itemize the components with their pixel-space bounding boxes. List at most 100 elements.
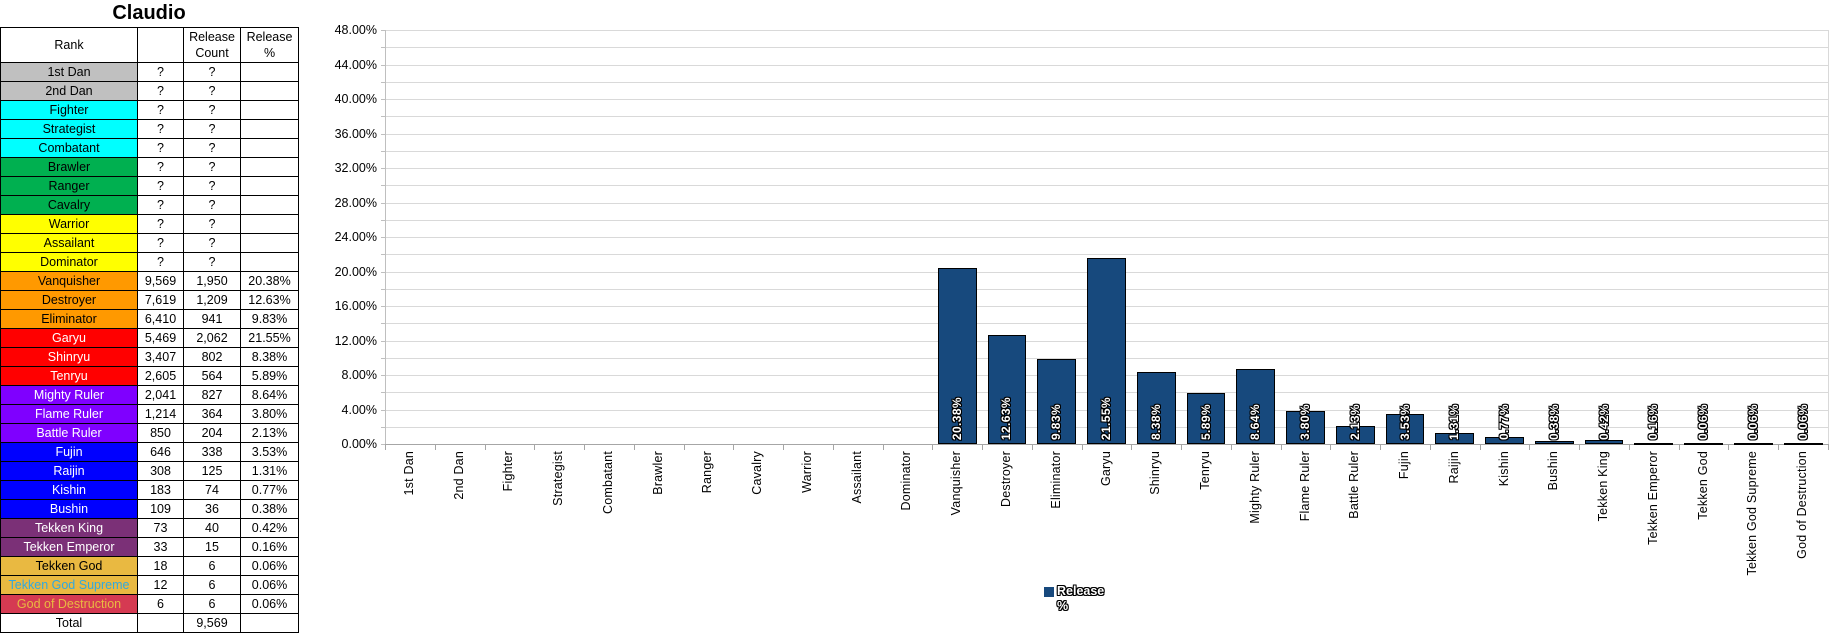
y-axis-tick [381,375,385,376]
cell-total-label[interactable]: Total [0,613,138,633]
cell-rank-tekken-king[interactable]: Tekken King [0,518,138,538]
y-axis-label: 20.00% [334,264,377,279]
cell-rank-assailant[interactable]: Assailant [0,233,138,253]
cell-total-release-pct[interactable] [240,613,299,633]
bar-value-label-eliminator: 9.83% [1049,403,1064,440]
y-axis-tick [381,306,385,307]
cell-count-garyu[interactable]: 5,469 [137,328,184,348]
bar-value-label-tenryu: 5.89% [1198,403,1213,440]
y-axis-tick [381,168,385,169]
x-axis-label-bushin: Bushin [1546,451,1561,491]
cell-rank-fujin[interactable]: Fujin [0,442,138,462]
cell-rank-ranger[interactable]: Ranger [0,176,138,196]
header-count[interactable] [137,27,184,63]
x-axis-label-cavalry: Cavalry [750,451,765,495]
bar-vanquisher [937,268,977,444]
cell-count-shinryu[interactable]: 3,407 [137,347,184,367]
rank-row-tekken-emperor: Tekken Emperor 33 15 0.16% [0,537,299,557]
cell-rank-destroyer[interactable]: Destroyer [0,290,138,310]
x-axis-label-mighty-ruler: Mighty Ruler [1247,451,1262,524]
cell-release-count-tenryu[interactable]: 564 [183,366,241,386]
bar-tekken-king [1584,440,1624,444]
cell-rank-kishin[interactable]: Kishin [0,480,138,500]
cell-release-pct-kishin[interactable]: 0.77% [240,480,299,500]
y-axis-tick [381,47,385,49]
y-gridline [385,150,1828,152]
y-axis-label: 48.00% [334,23,377,37]
y-axis-tick [381,426,385,428]
cell-release-count-tekken-emperor[interactable]: 15 [183,537,241,557]
bar-value-label-god-of-destruction: 0.06% [1795,403,1810,440]
rank-row-shinryu: Shinryu 3,407 802 8.38% [0,347,299,367]
x-axis-line [385,444,1829,445]
cell-count-vanquisher[interactable]: 9,569 [137,271,184,291]
cell-release-count-eliminator[interactable]: 941 [183,309,241,329]
rank-row-eliminator: Eliminator 6,410 941 9.83% [0,309,299,329]
bar-flame-ruler [1286,411,1325,444]
x-axis-tick [434,444,436,450]
bar-value-label-vanquisher: 20.38% [949,396,964,440]
cell-rank-brawler[interactable]: Brawler [0,157,138,177]
legend-marker-icon [1044,587,1054,597]
y-axis-tick [381,150,385,152]
cell-rank-strategist[interactable]: Strategist [0,119,138,139]
x-axis-label-assailant: Assailant [849,451,864,504]
x-axis-label-tekken-god: Tekken God [1695,451,1710,520]
rank-row-brawler: Brawler?? [0,157,299,177]
cell-rank-god-of-destruction[interactable]: God of Destruction [0,594,138,614]
y-gridline [385,219,1828,221]
bar-eliminator [1037,359,1077,444]
cell-release-pct-god-of-destruction[interactable]: 0.06% [240,594,299,614]
y-gridline [385,133,1828,135]
y-axis-tick [381,340,385,342]
cell-rank-vanquisher[interactable]: Vanquisher [0,271,138,291]
cell-rank-flame-ruler[interactable]: Flame Ruler [0,404,138,424]
x-axis-label-1st-dan: 1st Dan [401,451,416,496]
cell-rank-eliminator[interactable]: Eliminator [0,309,138,329]
bar-value-label-tekken-emperor: 0.16% [1646,403,1661,440]
bar-god-of-destruction [1783,443,1823,445]
cell-rank-tekken-god[interactable]: Tekken God [0,556,138,576]
y-gridline [385,30,1828,31]
cell-rank-mighty-ruler[interactable]: Mighty Ruler [0,385,138,405]
rank-row-2nd-dan: 2nd Dan?? [0,81,299,101]
bar-value-label-flame-ruler: 3.80% [1298,403,1313,440]
x-axis-label-2nd-dan: 2nd Dan [451,451,466,500]
cell-count-flame-ruler[interactable]: 1,214 [137,404,184,424]
y-gridline [385,99,1828,100]
bar-raijin [1435,432,1475,444]
bar-bushin [1534,440,1574,444]
table-title: Claudio [112,2,186,24]
y-axis-tick [381,444,385,445]
y-axis-label: 40.00% [334,92,377,106]
rank-row-battle-ruler: Battle Ruler 850 204 2.13% [0,423,299,443]
bar-tekken-god [1684,443,1723,445]
cell-release-count-garyu[interactable]: 2,062 [183,328,241,348]
x-axis-tick [484,444,486,450]
y-axis-tick [381,254,385,256]
cell-rank-1st-dan[interactable]: 1st Dan [0,62,138,82]
cell-rank-dominator[interactable]: Dominator [0,252,138,272]
total-row: Total 9,569 [0,613,299,633]
bar-kishin [1485,437,1524,444]
cell-release-pct-destroyer[interactable]: 12.63% [240,290,299,310]
cell-release-pct-tenryu[interactable]: 5.89% [240,366,299,386]
cell-count-destroyer[interactable]: 7,619 [137,290,184,310]
x-axis-tick [733,444,735,450]
cell-release-pct-flame-ruler[interactable]: 3.80% [240,404,299,424]
cell-rank-2nd-dan[interactable]: 2nd Dan [0,81,138,101]
cell-rank-raijin[interactable]: Raijin [0,461,138,481]
y-axis-tick [381,288,385,290]
cell-release-pct-vanquisher[interactable]: 20.38% [240,271,299,291]
cell-count-raijin[interactable]: 308 [137,461,184,481]
x-axis-label-warrior: Warrior [799,451,814,493]
cell-total-count[interactable] [137,613,184,633]
cell-release-pct-bushin[interactable]: 0.38% [240,499,299,519]
x-axis-tick [584,444,586,450]
x-axis-tick [1778,444,1780,450]
header-release-pct[interactable]: Release % [240,27,299,63]
cell-release-count-battle-ruler[interactable]: 204 [183,423,241,443]
cell-rank-tekken-emperor[interactable]: Tekken Emperor [0,537,138,557]
y-axis-label: 0.00% [341,437,377,451]
bar-value-label-destroyer: 12.63% [999,396,1014,440]
